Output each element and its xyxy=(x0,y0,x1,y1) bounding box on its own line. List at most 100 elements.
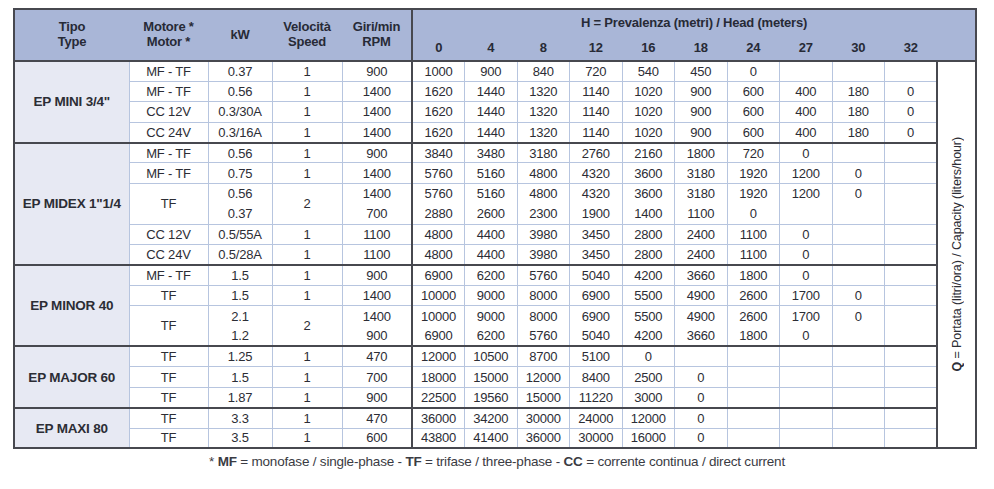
flow-cell xyxy=(885,408,938,428)
capacity-axis-symbol: Q xyxy=(950,362,964,372)
kw-cell: 1.5 xyxy=(208,367,272,387)
flow-cell xyxy=(832,367,885,387)
flow-cell: 2400 xyxy=(675,245,728,265)
flow-cell xyxy=(780,204,833,224)
motor-cell: MF - TF xyxy=(129,143,208,163)
flow-cell: 720 xyxy=(727,143,780,163)
flow-cell: 15000 xyxy=(517,387,570,407)
speed-cell: 2 xyxy=(272,183,342,224)
flow-cell: 4800 xyxy=(412,245,465,265)
flow-cell xyxy=(727,387,780,407)
flow-cell: 1700 xyxy=(780,285,833,305)
flow-cell xyxy=(885,163,938,183)
kw-cell: 0.37 xyxy=(208,204,272,224)
flow-cell: 2300 xyxy=(517,204,570,224)
head-meters-symbol: H xyxy=(581,15,590,30)
head-value: 24 xyxy=(727,36,780,61)
col-header-tipo-line1: Tipo xyxy=(15,20,129,35)
model-cell: EP MIDEX 1"1/4 xyxy=(14,143,129,265)
flow-cell: 9000 xyxy=(465,306,518,326)
flow-cell: 5500 xyxy=(622,306,675,326)
flow-cell: 1800 xyxy=(727,265,780,285)
flow-cell: 15000 xyxy=(465,367,518,387)
flow-cell: 0 xyxy=(885,122,938,142)
kw-cell: 3.5 xyxy=(208,428,272,448)
flow-cell: 2880 xyxy=(412,204,465,224)
col-header-tipo-line2: Type xyxy=(15,35,129,50)
kw-cell: 0.5/28A xyxy=(208,245,272,265)
motor-cell: TF xyxy=(129,367,208,387)
flow-cell: 1200 xyxy=(780,183,833,203)
flow-cell: 1800 xyxy=(727,326,780,346)
flow-cell: 1440 xyxy=(465,81,518,101)
flow-cell xyxy=(885,428,938,448)
kw-cell: 0.56 xyxy=(208,81,272,101)
col-header-tipo: Tipo Type xyxy=(14,9,129,61)
flow-cell: 4800 xyxy=(517,183,570,203)
flow-cell: 34200 xyxy=(465,408,518,428)
flow-cell: 1000 xyxy=(412,61,465,81)
rpm-cell: 1400 xyxy=(342,163,412,183)
flow-cell: 900 xyxy=(675,102,728,122)
motor-cell: TF xyxy=(129,408,208,428)
flow-cell xyxy=(832,143,885,163)
flow-cell: 8000 xyxy=(517,285,570,305)
flow-cell: 6200 xyxy=(465,326,518,346)
flow-cell: 1200 xyxy=(780,163,833,183)
motor-cell: TF xyxy=(129,346,208,366)
table-row: EP MAXI 80TF3.31470360003420030000240001… xyxy=(14,408,976,428)
flow-cell: 4900 xyxy=(675,285,728,305)
speed-cell: 1 xyxy=(272,102,342,122)
flow-cell: 5760 xyxy=(412,183,465,203)
rpm-cell: 470 xyxy=(342,408,412,428)
flow-cell xyxy=(885,306,938,326)
flow-cell: 0 xyxy=(832,163,885,183)
flow-cell: 4200 xyxy=(622,326,675,346)
flow-cell xyxy=(885,346,938,366)
flow-cell xyxy=(832,265,885,285)
head-value: 4 xyxy=(465,36,518,61)
kw-cell: 1.87 xyxy=(208,387,272,407)
flow-cell xyxy=(885,224,938,244)
speed-cell: 1 xyxy=(272,265,342,285)
table-row: TF1.8719002250019560150001122030000 xyxy=(14,387,976,407)
table-row: EP MINI 3/4"MF - TF0.3719001000900840720… xyxy=(14,61,976,81)
kw-cell: 0.75 xyxy=(208,163,272,183)
kw-cell: 3.3 xyxy=(208,408,272,428)
flow-cell: 450 xyxy=(675,61,728,81)
flow-cell: 5040 xyxy=(570,326,623,346)
motor-cell: CC 24V xyxy=(129,122,208,142)
footnote-text: = corrente continua / direct current xyxy=(583,454,785,469)
rpm-cell: 700 xyxy=(342,367,412,387)
flow-cell: 0 xyxy=(727,61,780,81)
table-row: TF3.5160043800414003600030000160000 xyxy=(14,428,976,448)
flow-cell: 0 xyxy=(832,285,885,305)
flow-cell: 720 xyxy=(570,61,623,81)
flow-cell: 0 xyxy=(780,224,833,244)
table-row: MF - TF0.7511400576051604800432036003180… xyxy=(14,163,976,183)
rpm-cell: 1400 xyxy=(342,102,412,122)
flow-cell: 0 xyxy=(780,143,833,163)
flow-cell: 3660 xyxy=(675,326,728,346)
flow-cell: 22500 xyxy=(412,387,465,407)
col-header-kw-label: kW xyxy=(230,27,249,42)
rpm-cell: 900 xyxy=(342,61,412,81)
flow-cell: 180 xyxy=(832,102,885,122)
head-value: 0 xyxy=(412,36,465,61)
flow-cell xyxy=(832,408,885,428)
rpm-cell: 900 xyxy=(342,326,412,346)
flow-cell xyxy=(780,61,833,81)
flow-cell: 2800 xyxy=(622,245,675,265)
model-cell: EP MAXI 80 xyxy=(14,408,129,449)
kw-cell: 1.25 xyxy=(208,346,272,366)
flow-cell: 1920 xyxy=(727,163,780,183)
head-value: 8 xyxy=(517,36,570,61)
table-row: CC 12V0.5/55A111004800440039803450280024… xyxy=(14,224,976,244)
flow-cell xyxy=(727,408,780,428)
speed-cell: 1 xyxy=(272,61,342,81)
flow-cell: 1920 xyxy=(727,183,780,203)
flow-cell: 5100 xyxy=(570,346,623,366)
table-row: MF - TF0.5611400162014401320114010209006… xyxy=(14,81,976,101)
flow-cell: 3450 xyxy=(570,224,623,244)
speed-cell: 1 xyxy=(272,122,342,142)
